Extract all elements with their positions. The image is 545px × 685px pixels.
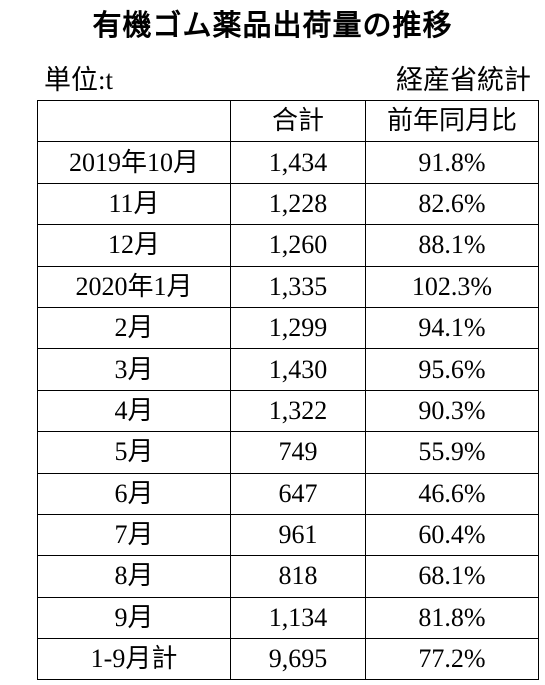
total-cell: 749	[230, 431, 366, 474]
table-row: 7月 961 60.4%	[37, 513, 539, 557]
total-cell: 1,430	[230, 348, 366, 391]
header-cell: 前年同月比	[365, 99, 539, 143]
table-body: 合計 前年同月比 2019年10月 1,434 91.8% 11月 1,228 82.6%…	[37, 99, 539, 681]
table-row: 5月 749 55.9%	[37, 431, 539, 474]
period-cell: 6月	[37, 472, 231, 515]
ratio-cell: 77.2%	[365, 638, 539, 681]
ratio-cell: 68.1%	[365, 555, 539, 598]
total-cell: 818	[230, 555, 366, 598]
period-cell: 11月	[37, 182, 231, 226]
table-row: 8月 818 68.1%	[37, 555, 539, 598]
total-cell: 9,695	[230, 638, 366, 681]
table-row: 11月 1,228 82.6%	[37, 182, 539, 226]
period-cell: 2019年10月	[37, 141, 231, 184]
period-cell: 3月	[37, 348, 231, 391]
table-row: 1-9月計 9,695 77.2%	[37, 638, 539, 681]
source: 経産省統計	[396, 65, 531, 95]
period-cell: 5月	[37, 431, 231, 474]
period-cell: 2月	[37, 306, 231, 350]
table-row: 3月 1,430 95.6%	[37, 348, 539, 391]
ratio-cell: 81.8%	[365, 596, 539, 640]
period-cell: 8月	[37, 555, 231, 598]
period-cell: 12月	[37, 224, 231, 267]
ratio-cell: 91.8%	[365, 141, 539, 184]
table-row: 6月 647 46.6%	[37, 472, 539, 515]
period-cell: 4月	[37, 389, 231, 433]
total-cell: 1,434	[230, 141, 366, 184]
total-cell: 1,335	[230, 265, 366, 308]
ratio-cell: 94.1%	[365, 306, 539, 350]
ratio-cell: 60.4%	[365, 513, 539, 557]
table-row: 4月 1,322 90.3%	[37, 389, 539, 433]
period-cell: 7月	[37, 513, 231, 557]
total-cell: 1,299	[230, 306, 366, 350]
table: 合計 前年同月比 2019年10月 1,434 91.8% 11月 1,228 82.6%…	[37, 99, 539, 681]
ratio-cell: 90.3%	[365, 389, 539, 433]
ratio-cell: 95.6%	[365, 348, 539, 391]
total-cell: 1,134	[230, 596, 366, 640]
ratio-cell: 55.9%	[365, 431, 539, 474]
ratio-cell: 102.3%	[365, 265, 539, 308]
total-cell: 1,228	[230, 182, 366, 226]
header-cell	[37, 99, 231, 143]
ratio-cell: 46.6%	[365, 472, 539, 515]
unit: 単位:t	[44, 65, 114, 95]
title: 有機ゴム薬品出荷量の推移	[92, 8, 453, 42]
table-row: 9月 1,134 81.8%	[37, 596, 539, 640]
total-cell: 961	[230, 513, 366, 557]
period-cell: 2020年1月	[37, 265, 231, 308]
total-cell: 647	[230, 472, 366, 515]
table-row: 2019年10月 1,434 91.8%	[37, 141, 539, 184]
table-row: 2月 1,299 94.1%	[37, 306, 539, 350]
header-row: 合計 前年同月比	[37, 99, 539, 143]
total-cell: 1,260	[230, 224, 366, 267]
total-cell: 1,322	[230, 389, 366, 433]
ratio-cell: 82.6%	[365, 182, 539, 226]
table-row: 12月 1,260 88.1%	[37, 224, 539, 267]
table-row: 2020年1月 1,335 102.3%	[37, 265, 539, 308]
ratio-cell: 88.1%	[365, 224, 539, 267]
header-cell: 合計	[230, 99, 366, 143]
period-cell: 1-9月計	[37, 638, 231, 681]
period-cell: 9月	[37, 596, 231, 640]
